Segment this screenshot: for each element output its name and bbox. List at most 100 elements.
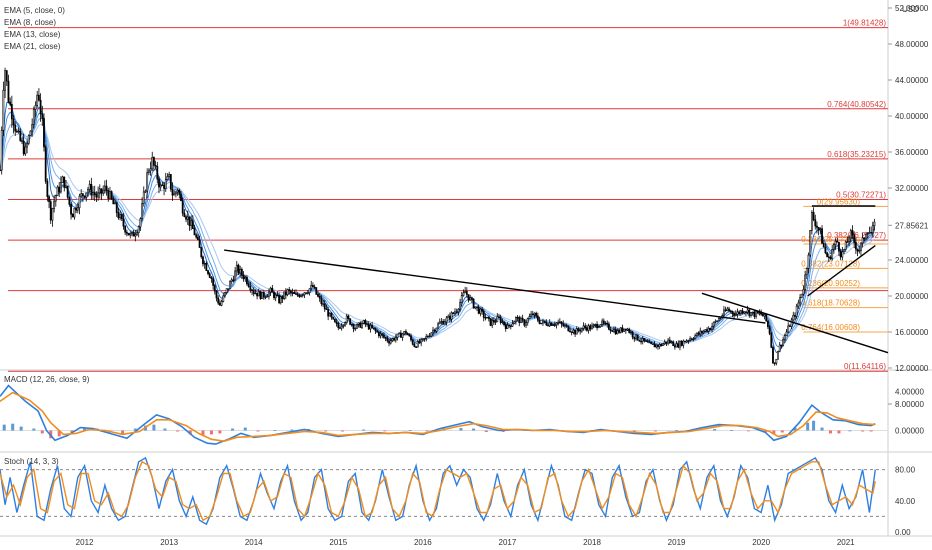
candle-body <box>592 324 595 327</box>
macd-histogram-bar <box>869 430 873 432</box>
legend-ema8[interactable]: EMA (8, close) <box>4 18 56 27</box>
candle-body <box>208 273 211 278</box>
price-tick-label[interactable]: 12.00000 <box>895 364 929 373</box>
price-tick-label[interactable]: 32.00000 <box>895 184 929 193</box>
currency-label: USD <box>902 5 919 14</box>
macd-tick-label[interactable]: 0.00000 <box>895 427 924 436</box>
time-tick-label[interactable]: 2017 <box>499 538 517 547</box>
candle-body <box>427 336 429 338</box>
legend-ema21[interactable]: EMA (21, close) <box>4 42 61 51</box>
candle-body <box>499 316 502 323</box>
time-tick-label[interactable]: 2019 <box>668 538 686 547</box>
macd-histogram-bar <box>632 430 636 432</box>
candle-body <box>804 274 807 290</box>
candle-body <box>291 292 294 294</box>
candle-body <box>474 306 477 309</box>
candle-body <box>240 268 243 276</box>
candle-body <box>105 185 108 191</box>
candle-body <box>525 322 527 326</box>
candle-body <box>22 140 25 155</box>
candle-body <box>225 288 228 293</box>
candle-body <box>734 314 737 316</box>
candle-body <box>416 340 419 348</box>
price-tick-label[interactable]: 52.00000 <box>895 4 929 13</box>
candle-body <box>831 249 834 260</box>
stoch-tick-label[interactable]: 40.00 <box>895 497 916 506</box>
candle-body <box>191 220 194 230</box>
candle-body <box>296 293 299 296</box>
candle-body <box>677 343 680 348</box>
candle-body <box>308 288 311 294</box>
macd-histogram-bar <box>763 430 767 433</box>
macd-histogram-bar <box>218 430 222 434</box>
time-tick-label[interactable]: 2021 <box>837 538 855 547</box>
candle-body <box>339 327 341 329</box>
candle-body <box>19 130 22 141</box>
candle-body <box>695 332 698 336</box>
candle-body <box>154 165 157 167</box>
candle-body <box>38 94 40 101</box>
time-tick-label[interactable]: 2018 <box>583 538 601 547</box>
candle-body <box>159 184 162 188</box>
candle-body <box>384 337 387 339</box>
time-tick-label[interactable]: 2020 <box>752 538 770 547</box>
candle-body <box>728 308 730 312</box>
candle-body <box>234 270 237 281</box>
candle-body <box>496 316 499 323</box>
candle-body <box>158 178 160 188</box>
price-tick-label[interactable]: 16.00000 <box>895 328 929 337</box>
price-tick-label[interactable]: 44.00000 <box>895 76 929 85</box>
price-tick-label[interactable]: 40.00000 <box>895 112 929 121</box>
candle-body <box>320 297 323 305</box>
price-axis[interactable]: 52.00000 48.00000 44.00000 40.00000 36.00000… <box>888 4 929 537</box>
candle-body <box>398 332 401 335</box>
candle-body <box>0 130 3 171</box>
candle-body <box>283 291 286 299</box>
candle-body <box>670 341 673 343</box>
candle-body <box>354 328 357 330</box>
time-tick-label[interactable]: 2014 <box>245 538 263 547</box>
candle-body <box>778 344 781 352</box>
legend-ema5[interactable]: EMA (5, close, 0) <box>4 6 65 15</box>
time-tick-label[interactable]: 2015 <box>329 538 347 547</box>
price-tick-label[interactable]: 20.00000 <box>895 292 929 301</box>
candle-body <box>212 278 215 286</box>
candle-body <box>247 283 250 287</box>
candle-body <box>251 289 253 291</box>
candle-body <box>509 325 512 328</box>
stoch-tick-label[interactable]: 0.00 <box>895 528 911 537</box>
candle-body <box>613 329 615 332</box>
price-tick-label[interactable]: 48.00000 <box>895 40 929 49</box>
time-axis[interactable]: 2012 2013 2014 2015 2016 2017 2018 2019 2020 2021 <box>76 538 855 547</box>
candle-body <box>533 312 536 316</box>
candle-body <box>545 322 548 326</box>
candle-body <box>849 230 852 239</box>
legend-stoch[interactable]: Stoch (14, 3, 3) <box>4 457 59 466</box>
trendline-1[interactable] <box>701 292 889 354</box>
candle-body <box>821 228 823 244</box>
price-tick-label[interactable]: 24.00000 <box>895 256 929 265</box>
candle-body <box>433 329 436 332</box>
price-tick-label[interactable]: 36.00000 <box>895 148 929 157</box>
macd-histogram-bar <box>806 422 810 431</box>
candle-body <box>122 218 125 227</box>
trendlines[interactable] <box>224 205 889 354</box>
candle-body <box>210 277 213 279</box>
candle-body <box>631 331 634 338</box>
price-tick-label[interactable]: 8.00000 <box>895 400 924 409</box>
time-tick-label[interactable]: 2012 <box>76 538 94 547</box>
candle-body <box>570 331 573 334</box>
trendline-2[interactable] <box>807 245 876 297</box>
price-tick-label[interactable]: 27.85621 <box>895 221 929 230</box>
candle-body <box>376 330 379 333</box>
macd-tick-label[interactable]: 4.00000 <box>895 388 924 397</box>
candle-body <box>136 232 138 235</box>
time-tick-label[interactable]: 2016 <box>414 538 432 547</box>
legend-macd[interactable]: MACD (12, 26, close, 9) <box>4 375 90 384</box>
legend-ema13[interactable]: EMA (13, close) <box>4 30 61 39</box>
time-tick-label[interactable]: 2013 <box>160 538 178 547</box>
candle-body <box>432 329 434 334</box>
stoch-tick-label[interactable]: 80.00 <box>895 466 916 475</box>
trendline-0[interactable] <box>224 249 766 324</box>
